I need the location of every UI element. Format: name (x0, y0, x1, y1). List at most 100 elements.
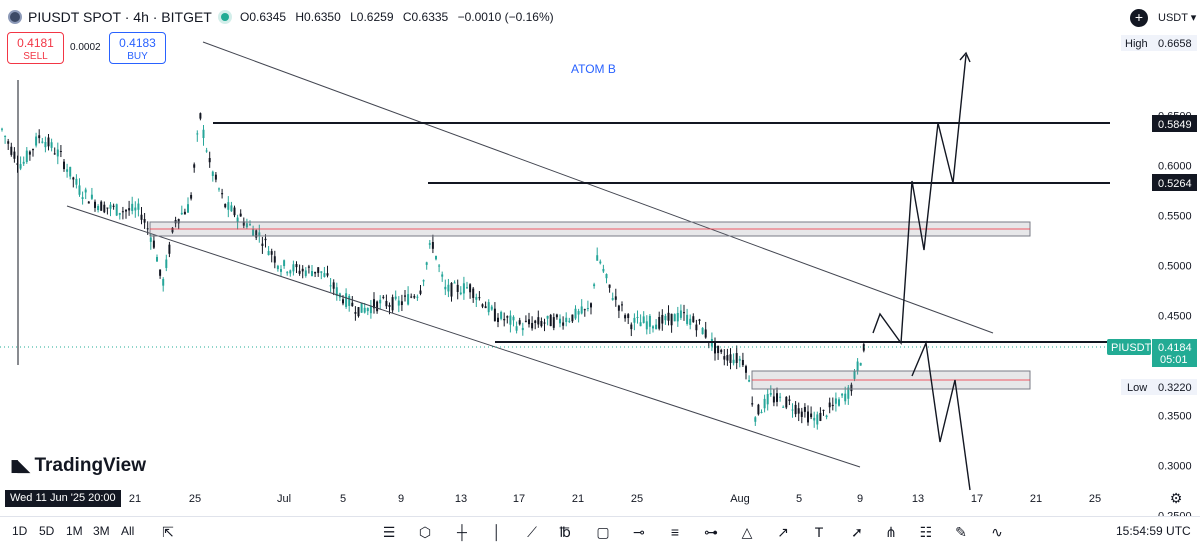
candle-body (757, 404, 760, 415)
pattern-tool-icon[interactable]: ⋔ (885, 524, 897, 540)
timeframe-1d[interactable]: 1D (12, 524, 28, 538)
horizontal-line-tool-icon[interactable]: ⊶ (704, 524, 718, 540)
candle-body (549, 314, 552, 327)
arrow-tool-icon[interactable]: ➚ (851, 524, 863, 540)
candle-body (425, 262, 428, 265)
measure-tool-icon[interactable]: ☷ (919, 524, 933, 540)
sell-button[interactable]: 0.4181 SELL (7, 32, 64, 64)
candle-body (320, 271, 323, 273)
candle-body (624, 315, 627, 319)
timeframe-5d[interactable]: 5D (39, 524, 55, 538)
candle-body (717, 345, 720, 354)
candle-body (732, 359, 735, 364)
candle-body (404, 295, 406, 297)
candle-body (394, 296, 397, 299)
curve-tool-icon[interactable]: ∿ (991, 524, 1003, 540)
candle-body (38, 135, 41, 139)
candle-body (807, 411, 809, 423)
price-axis: 0.65000.60000.55000.50000.45000.35000.30… (1158, 110, 1192, 516)
level-tag-value: 0.5264 (1158, 178, 1192, 190)
candle-body (100, 201, 103, 211)
candle-body (276, 265, 279, 270)
candle-body (447, 284, 450, 292)
triangle-tool-icon[interactable]: △ (741, 524, 753, 540)
tradingview-logo: ▮◣ TradingView (10, 455, 146, 477)
candle-body (726, 355, 729, 361)
candle-body (366, 308, 369, 312)
add-plus-icon[interactable]: + (1130, 9, 1148, 27)
candle-body (97, 205, 100, 211)
price-tick-label: 0.3500 (1158, 410, 1192, 422)
candle-body (292, 264, 295, 272)
candle-body (149, 237, 152, 242)
candle-body (118, 213, 121, 215)
path-tool-icon[interactable]: ↗ (777, 524, 789, 540)
candle-body (779, 396, 782, 398)
fib-tool-icon[interactable]: ℔ (559, 524, 571, 540)
timeframe-all[interactable]: All (121, 524, 135, 538)
date-range-icon[interactable]: ⇱ (162, 524, 174, 540)
candle-body (140, 214, 143, 220)
candle-body (10, 146, 13, 155)
buy-button[interactable]: 0.4183 BUY (109, 32, 166, 64)
candle-body (236, 217, 239, 222)
candle-body (633, 317, 636, 323)
candle-body (524, 320, 527, 322)
list-tool-icon[interactable]: ☰ (382, 524, 396, 540)
price-chart[interactable]: ATOM B 0.65000.60000.55000.50000.45000.3… (0, 0, 1200, 516)
candle-body (571, 314, 574, 322)
candle-body (462, 283, 465, 294)
bearish-projection-path[interactable] (911, 340, 971, 491)
candle-body (121, 211, 124, 213)
symbol-title[interactable]: PIUSDT SPOT · 4h · BITGET (28, 9, 212, 25)
time-tick-label: 9 (398, 493, 404, 505)
candle-body (580, 306, 583, 314)
candle-body (25, 150, 28, 163)
candle-body (605, 274, 608, 279)
candle-body (642, 316, 645, 323)
upper-support-zone[interactable] (149, 221, 1031, 237)
candle-body (162, 279, 165, 286)
level-tag-0-5264: 0.5264 (1152, 174, 1197, 191)
candle-body (317, 267, 320, 273)
candle-body (754, 417, 757, 422)
candle-body (673, 314, 676, 322)
candle-body (264, 238, 267, 241)
settings-gear-icon[interactable]: ⚙ (1169, 490, 1183, 506)
candle-body (785, 396, 788, 408)
text-tool-icon[interactable]: T (814, 524, 824, 540)
candle-body (171, 227, 174, 233)
candle-body (652, 326, 654, 329)
time-axis: 21 25 Jul 5 9 13 17 21 25 Aug 5 9 13 17 21 25 (129, 493, 1101, 505)
channel-upper-line[interactable] (202, 41, 994, 334)
parallel-channel-tool-icon[interactable]: ≡ (670, 524, 680, 540)
timeframe-3m[interactable]: 3M (93, 524, 110, 538)
vertical-line-tool-icon[interactable]: │ (492, 524, 502, 540)
candle-body (856, 361, 859, 372)
atom-b-annotation[interactable]: ATOM B (571, 62, 616, 76)
currency-selector[interactable]: USDT ▾ (1158, 12, 1197, 24)
candle-body (354, 312, 357, 314)
candle-body (168, 244, 171, 254)
bullish-projection-path[interactable] (872, 54, 967, 345)
rectangle-tool-icon[interactable]: ▢ (596, 524, 610, 540)
candle-body (466, 287, 468, 289)
trend-line-tool-icon[interactable]: ⟋ (527, 524, 537, 540)
current-price: 0.4184 (1158, 342, 1192, 354)
horizontal-ray-tool-icon[interactable]: ⊸ (633, 524, 645, 540)
crosshair-tool-icon[interactable]: ┼ (457, 524, 467, 540)
candle-body (115, 204, 118, 216)
lower-support-zone[interactable] (751, 370, 1031, 390)
candle-body (63, 161, 65, 170)
timeframe-1m[interactable]: 1M (66, 524, 83, 538)
candle-body (800, 411, 803, 417)
candle-body (47, 137, 50, 147)
candle-body (788, 399, 791, 401)
candle-body (627, 314, 630, 319)
candle-body (205, 150, 208, 152)
channel-lower-line[interactable] (66, 205, 861, 468)
brush-tool-icon[interactable]: ✎ (955, 524, 967, 540)
candle-body (543, 322, 546, 324)
shapes-tool-icon[interactable]: ⬡ (418, 524, 432, 540)
candle-body (534, 320, 537, 323)
